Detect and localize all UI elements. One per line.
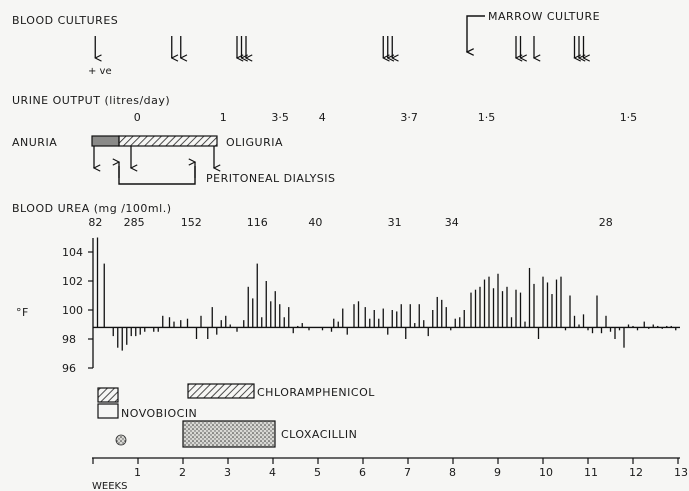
blood-urea-value: 285 [124,216,145,229]
marrow-culture-label: MARROW CULTURE [488,10,600,23]
blood-urea-value: 31 [388,216,402,229]
novobiocin-swatch-open [97,403,119,419]
y-tick-label: 102 [62,275,83,288]
cloxacillin-bar [182,420,276,448]
temperature-unit-label: °F [16,306,29,319]
y-tick-label: 104 [62,246,83,259]
blood-urea-value: 116 [247,216,268,229]
x-tick-label: 8 [449,466,456,479]
x-tick-label: 4 [269,466,276,479]
x-tick-label: 9 [494,466,501,479]
x-tick-label: 12 [629,466,643,479]
dialysis-bracket [118,166,196,185]
chloramphenicol-bar [187,383,255,399]
blood-urea-value: 40 [308,216,322,229]
x-tick-label: 2 [179,466,186,479]
urine-output-label: URINE OUTPUT (litres/day) [12,94,170,107]
anuria-bar-solid [91,135,120,147]
blood-culture-arrows [95,36,583,58]
x-ticks: 1 2 3 4 5 6 7 8 9 10 11 12 13 [92,458,688,479]
y-tick-label: 100 [62,304,83,317]
oliguria-label: OLIGURIA [226,136,283,149]
x-tick-label: 1 [134,466,141,479]
x-tick-label: 5 [314,466,321,479]
novobiocin-swatch-hatched [97,387,119,403]
novobiocin-label: NOVOBIOCIN [121,407,197,420]
x-tick-label: 11 [584,466,598,479]
blood-urea-label: BLOOD UREA (mg /100ml.) [12,202,171,215]
blood-cultures-label: BLOOD CULTURES [12,14,118,27]
urine-output-value: 4 [319,111,326,124]
temperature-bars [96,237,677,351]
urine-output-value: 3·7 [400,111,418,124]
urine-output-value: 1·5 [620,111,638,124]
x-tick-label: 7 [404,466,411,479]
y-tick-label: 98 [62,333,76,346]
anuria-label: ANURIA [12,136,57,149]
blood-urea-value: 82 [88,216,102,229]
stippled-dot-icon [115,434,127,446]
marrow-culture-pointer [467,15,485,52]
x-tick-label: 3 [224,466,231,479]
urine-output-value: 1 [220,111,227,124]
x-tick-label: 13 [674,466,688,479]
chloramphenicol-label: CHLORAMPHENICOL [257,386,375,399]
blood-urea-values: 82 285 152 116 40 31 34 28 [88,216,612,229]
y-ticks: 104 102 100 98 96 [62,246,93,375]
blood-urea-value: 152 [181,216,202,229]
y-tick-label: 96 [62,362,76,375]
x-tick-label: 6 [359,466,366,479]
cloxacillin-label: CLOXACILLIN [281,428,357,441]
urine-output-values: 0 1 3·5 4 3·7 1·5 1·5 [134,111,637,124]
peritoneal-dialysis-label: PERITONEAL DIALYSIS [206,172,336,185]
urine-output-value: 0 [134,111,141,124]
x-axis-title: WEEKS [92,481,127,491]
positive-label: + ve [88,66,112,77]
oliguria-bar-hatched [118,135,218,147]
urine-output-value: 3·5 [271,111,289,124]
blood-urea-value: 28 [599,216,613,229]
x-tick-label: 10 [539,466,553,479]
urine-output-value: 1·5 [478,111,496,124]
blood-urea-value: 34 [445,216,459,229]
